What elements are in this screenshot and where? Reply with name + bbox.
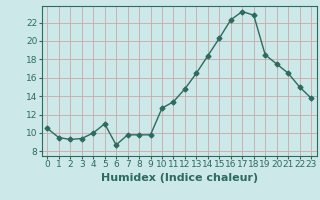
X-axis label: Humidex (Indice chaleur): Humidex (Indice chaleur) [100, 173, 258, 183]
